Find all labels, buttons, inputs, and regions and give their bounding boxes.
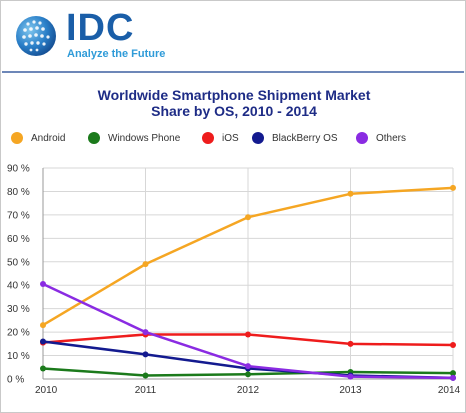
y-tick-label: 70 % bbox=[7, 210, 30, 221]
x-tick-label: 2013 bbox=[339, 385, 362, 396]
legend-swatch-others bbox=[356, 132, 368, 144]
legend-item-windows-phone: Windows Phone bbox=[88, 129, 180, 147]
legend-swatch-blackberry bbox=[252, 132, 264, 144]
chart-legend: Android Windows Phone iOS BlackBerry OS … bbox=[11, 129, 461, 147]
legend-swatch-android bbox=[11, 132, 23, 144]
x-tick-label: 2010 bbox=[35, 385, 58, 396]
header-divider bbox=[2, 71, 464, 73]
chart-title-line-2: Share by OS, 2010 - 2014 bbox=[151, 103, 317, 119]
data-point-blackberry-os bbox=[40, 338, 46, 345]
data-point-windows-phone bbox=[40, 365, 46, 372]
data-point-windows-phone bbox=[142, 372, 149, 379]
legend-item-blackberry: BlackBerry OS bbox=[252, 129, 338, 147]
y-tick-label: 20 % bbox=[7, 328, 30, 339]
data-point-windows-phone bbox=[245, 371, 251, 378]
data-point-android bbox=[450, 184, 456, 191]
data-point-others bbox=[347, 373, 354, 380]
legend-label-blackberry: BlackBerry OS bbox=[272, 132, 338, 144]
y-tick-label: 90 % bbox=[7, 164, 30, 175]
y-tick-label: 60 % bbox=[7, 234, 30, 245]
data-point-windows-phone bbox=[450, 370, 456, 377]
data-point-android bbox=[40, 322, 46, 329]
data-point-others bbox=[40, 281, 46, 288]
y-tick-label: 40 % bbox=[7, 281, 30, 292]
data-point-others bbox=[142, 329, 149, 336]
logo-tagline: Analyze the Future bbox=[67, 48, 166, 60]
data-point-android bbox=[245, 214, 251, 221]
legend-label-others: Others bbox=[376, 132, 407, 144]
legend-label-ios: iOS bbox=[222, 132, 239, 144]
data-point-ios bbox=[347, 340, 354, 347]
data-point-ios bbox=[450, 342, 456, 349]
legend-label-android: Android bbox=[31, 132, 66, 144]
y-tick-label: 30 % bbox=[7, 304, 30, 315]
y-tick-label: 0 % bbox=[7, 375, 24, 386]
data-point-blackberry-os bbox=[142, 351, 149, 358]
header: IDC Analyze the Future bbox=[2, 2, 464, 70]
idc-logo: IDC Analyze the Future bbox=[10, 6, 165, 68]
y-tick-label: 10 % bbox=[7, 351, 30, 362]
y-tick-label: 80 % bbox=[7, 187, 30, 198]
line-chart: 0 % 10 % 20 % 30 % 40 % 50 % 60 % 70 % 80 % 90 % 2… bbox=[7, 164, 461, 397]
x-tick-label: 2014 bbox=[438, 385, 461, 396]
data-point-others bbox=[450, 374, 456, 381]
data-point-android bbox=[347, 190, 354, 197]
chart-title: Worldwide Smartphone Shipment Market Sha… bbox=[41, 87, 427, 119]
legend-label-windows-phone: Windows Phone bbox=[108, 132, 181, 144]
logo-wordmark: IDC bbox=[66, 7, 135, 49]
x-tick-label: 2012 bbox=[237, 385, 260, 396]
legend-item-android: Android bbox=[11, 129, 65, 147]
data-point-others bbox=[245, 363, 251, 370]
globe-icon bbox=[16, 16, 56, 56]
chart-title-line-1: Worldwide Smartphone Shipment Market bbox=[97, 87, 371, 103]
legend-swatch-windows-phone bbox=[88, 132, 100, 144]
y-tick-label: 50 % bbox=[7, 257, 30, 268]
legend-swatch-ios bbox=[202, 132, 214, 144]
x-tick-label: 2011 bbox=[135, 385, 157, 396]
legend-item-ios: iOS bbox=[202, 129, 239, 147]
legend-item-others: Others bbox=[356, 129, 406, 147]
data-point-android bbox=[142, 261, 149, 268]
data-point-ios bbox=[245, 331, 251, 338]
